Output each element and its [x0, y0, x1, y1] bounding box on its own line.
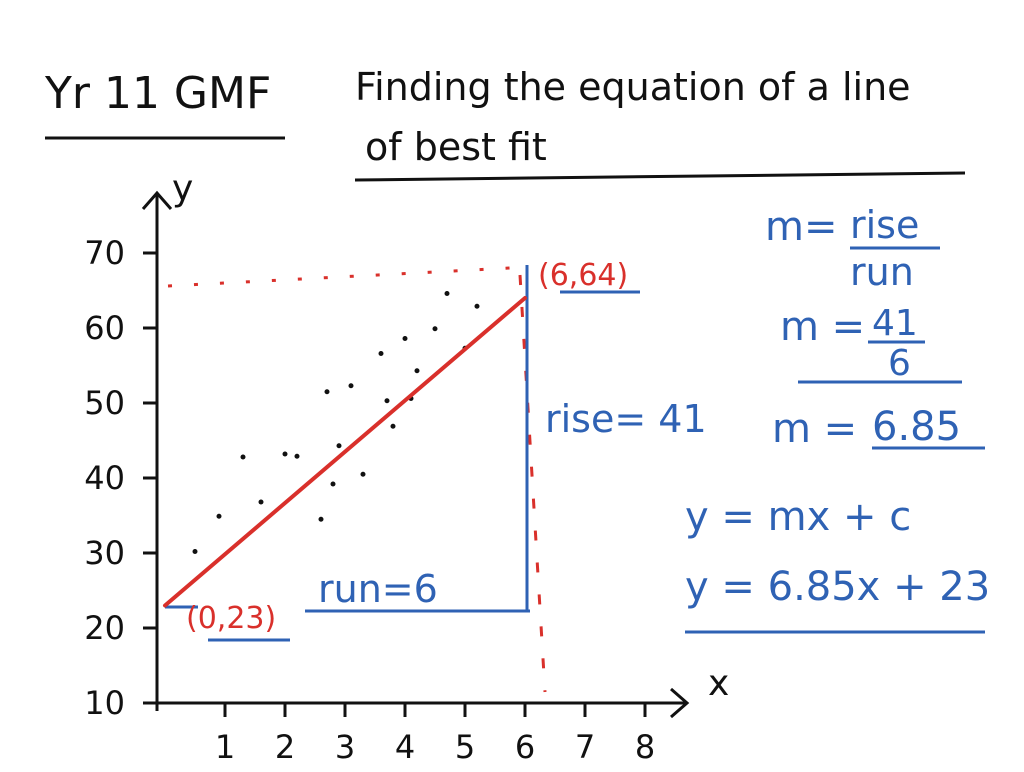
title: Yr 11 GMF: [44, 68, 271, 119]
data-point: [324, 389, 330, 395]
data-point: [330, 481, 336, 487]
rise-label: rise= 41: [545, 397, 707, 441]
y-tick-label: 20: [84, 609, 125, 647]
y-tick-label: 10: [84, 684, 125, 722]
data-point: [240, 454, 246, 460]
x-axis-arrow: [670, 687, 690, 719]
data-point: [336, 443, 342, 449]
x-axis-label: x: [708, 663, 729, 704]
y-tick-label: 60: [84, 309, 125, 347]
data-point: [474, 303, 480, 309]
x-tick-label: 3: [335, 728, 355, 766]
y-tick-label: 30: [84, 534, 125, 572]
data-point: [402, 336, 408, 341]
subtitle: Finding the equation of a line: [355, 65, 911, 109]
x-tick-label: 7: [575, 728, 595, 766]
y-tick-label: 70: [84, 234, 125, 272]
working-numerator: rise: [850, 203, 919, 247]
y-tick-label: 40: [84, 459, 125, 497]
data-point: [444, 291, 450, 296]
working-result: 6.85: [872, 404, 961, 450]
subtitle-underline: [354, 171, 966, 182]
x-tick-label: 8: [635, 728, 655, 766]
working-lhs: m =: [780, 304, 865, 350]
x-tick-label: 1: [215, 728, 235, 766]
data-point: [318, 516, 324, 522]
working-denominator: 6: [888, 343, 911, 384]
working-numerator: 41: [872, 303, 918, 344]
data-point: [414, 368, 420, 374]
subtitle-line2: of best fit: [365, 125, 547, 169]
x-tick-label: 6: [515, 728, 535, 766]
data-point: [216, 513, 222, 519]
data-point: [192, 549, 198, 554]
working-final: y = 6.85x + 23: [685, 564, 990, 610]
y-axis-label: y: [172, 168, 193, 209]
guide-vertical: [518, 274, 547, 693]
run-label: run=6: [318, 567, 438, 611]
data-point: [282, 451, 288, 457]
y-tick-label: 50: [84, 384, 125, 422]
data-point: [378, 351, 384, 356]
best-fit-line: [163, 296, 527, 608]
working-denominator: run: [850, 250, 914, 294]
data-point: [390, 423, 396, 429]
data-point: [384, 398, 390, 404]
data-point: [348, 383, 354, 389]
guide-horizontal: [167, 266, 511, 288]
working-general: y = mx + c: [685, 494, 911, 540]
working-lhs: m =: [772, 406, 857, 452]
x-tick-label: 2: [275, 728, 295, 766]
data-point: [360, 471, 366, 477]
data-point: [258, 499, 264, 505]
y-axis-arrow: [141, 190, 173, 210]
data-point: [432, 326, 438, 332]
point-label: (6,64): [538, 258, 628, 293]
data-point: [294, 453, 300, 459]
x-tick-label: 5: [455, 728, 475, 766]
x-tick-label: 4: [395, 728, 415, 766]
working-lhs: m=: [765, 204, 837, 250]
point-label: (0,23): [186, 601, 276, 636]
